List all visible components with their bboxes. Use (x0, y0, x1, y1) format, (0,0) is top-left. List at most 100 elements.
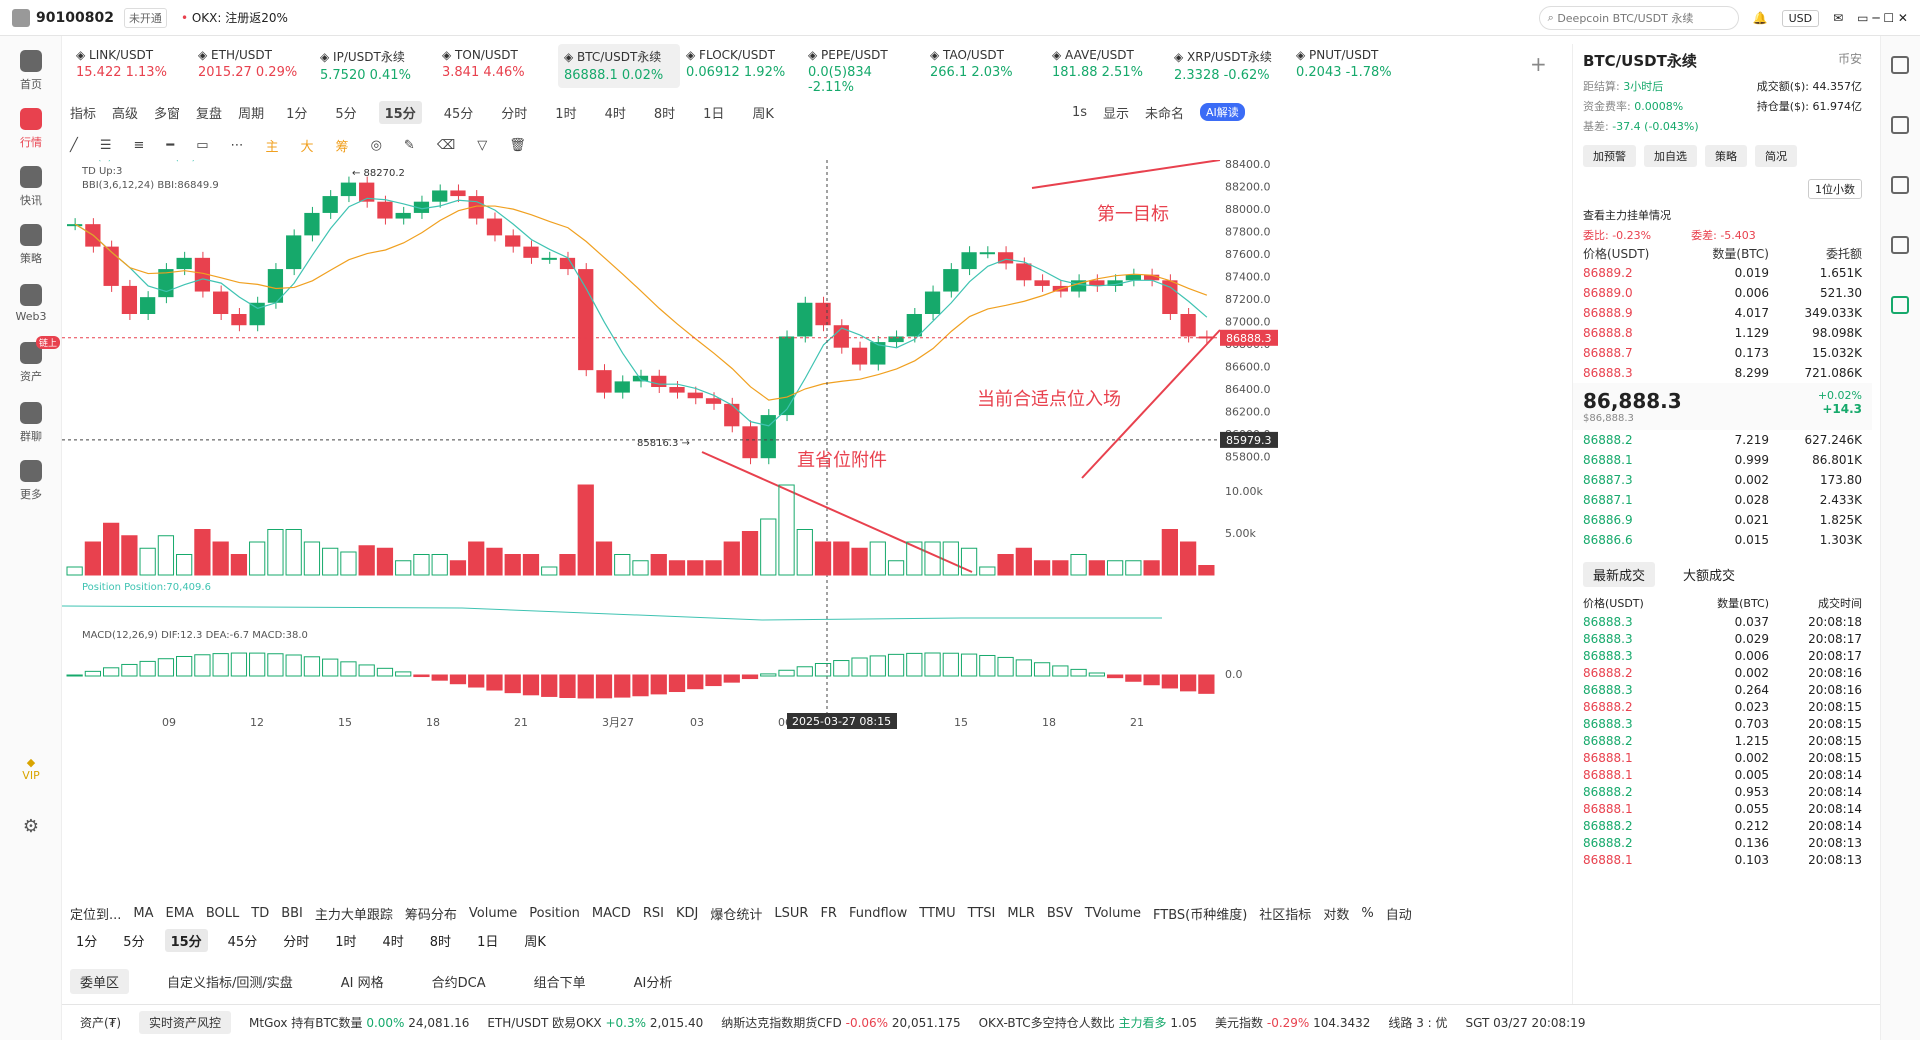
indicator-item[interactable]: 筹码分布 (404, 907, 457, 923)
timeframe-tab[interactable]: 5分 (123, 934, 145, 950)
add-tab-button[interactable]: + (1530, 52, 1547, 76)
pencil-icon[interactable]: ✎ (403, 137, 415, 153)
timeframe-tab[interactable]: 1分 (76, 934, 98, 950)
indicator-item[interactable]: 主力大单跟踪 (314, 907, 393, 923)
eraser-icon[interactable]: ⌫ (436, 137, 456, 153)
toolbar-right-item[interactable]: 未命名 (1145, 106, 1185, 122)
toolbar-right-item[interactable]: AI解读 (1200, 103, 1245, 121)
label-main[interactable]: 主 (265, 139, 279, 155)
timeframe-tab[interactable]: 8时 (429, 934, 452, 950)
orderbook-row[interactable]: 86886.9 0.021 1.825K (1583, 510, 1862, 530)
bell-icon[interactable]: 🔔 (1752, 11, 1768, 25)
calculator-icon[interactable] (1891, 176, 1909, 194)
ticker-status[interactable]: MtGox 持有BTC数量 0.00% 24,081.16 (249, 1016, 470, 1030)
orderbook-header-cell[interactable]: 委托额 (1825, 246, 1862, 261)
avatar[interactable] (12, 8, 30, 27)
currency-select[interactable]: USD (1781, 9, 1820, 27)
ticker-tab[interactable]: ◈ TAO/USDT 266.1 2.03% (924, 44, 1046, 88)
order-tab[interactable]: AI分析 (633, 975, 673, 991)
channel-tool-icon[interactable]: ≡ (133, 137, 145, 153)
ticker-status[interactable]: 纳斯达克指数期货CFD -0.06% 20,051.175 (721, 1016, 961, 1030)
orderbook-row[interactable]: 86888.1 0.999 86.801K (1583, 450, 1862, 470)
indicator-item[interactable]: TD (251, 905, 270, 921)
toolbar-right-item[interactable]: 1s (1071, 104, 1087, 120)
indicator-item[interactable]: Volume (468, 905, 518, 921)
window-controls[interactable]: ▭ ─ ☐ ✕ (1857, 11, 1908, 25)
nav-chat[interactable]: 群聊 (0, 402, 62, 444)
indicator-item[interactable]: 定位到... (70, 907, 122, 923)
indicator-item[interactable]: 社区指标 (1259, 907, 1312, 923)
orderbook-row[interactable]: 86887.3 0.002 173.80 (1583, 470, 1862, 490)
indicator-item[interactable]: TTSI (967, 905, 996, 921)
order-tab[interactable]: 组合下单 (533, 975, 586, 991)
ticker-status[interactable]: ETH/USDT 欧易OKX +0.3% 2,015.40 (487, 1016, 704, 1030)
orderbook-row[interactable]: 86888.8 1.129 98.098K (1583, 323, 1862, 343)
orderbook-button[interactable]: 加自选 (1644, 145, 1697, 167)
label-big[interactable]: 大 (300, 139, 314, 155)
doc-icon[interactable] (1891, 116, 1909, 134)
toolbar-item[interactable]: 多窗 (154, 106, 181, 122)
timeframe-tab[interactable]: 周K (524, 934, 546, 950)
orderbook-row[interactable]: 86887.1 0.028 2.433K (1583, 490, 1862, 510)
toolbar-right-item[interactable]: 显示 (1103, 106, 1130, 122)
indicator-item[interactable]: EMA (165, 905, 194, 921)
orderbook-header-cell[interactable]: 数量(BTC) (1712, 246, 1769, 261)
timeframe-tab[interactable]: 分时 (501, 106, 528, 122)
hline-tool-icon[interactable]: ☰ (99, 137, 112, 153)
ticker-tab[interactable]: ◈ TON/USDT 3.841 4.46% (436, 44, 558, 88)
indicator-item[interactable]: FR (820, 905, 837, 921)
nav-web3[interactable]: Web3 (0, 284, 62, 323)
ticker-tab[interactable]: ◈ XRP/USDT永续 2.3328 -0.62% (1168, 44, 1290, 88)
orderbook-row[interactable]: 86888.3 8.299 721.086K (1583, 363, 1862, 383)
orderbook-row[interactable]: 86888.2 7.219 627.246K (1583, 430, 1862, 450)
orderbook-header-cell[interactable]: 价格(USDT) (1583, 246, 1650, 261)
indicator-item[interactable]: KDJ (676, 905, 699, 921)
indicator-item[interactable]: % (1361, 905, 1374, 921)
orderbook-row[interactable]: 86889.2 0.019 1.651K (1583, 263, 1862, 283)
ticker-tab[interactable]: ◈ PEPE/USDT 0.0(5)834 -2.11% (802, 44, 924, 95)
indicator-item[interactable]: RSI (642, 905, 664, 921)
timeframe-tab[interactable]: 分时 (283, 934, 310, 950)
nav-market[interactable]: 行情 (0, 108, 62, 150)
asset-label[interactable]: 资产(₮) (80, 1016, 121, 1030)
timeframe-tab[interactable]: 4时 (382, 934, 404, 950)
order-tab[interactable]: 自定义指标/回测/实盘 (167, 975, 293, 991)
indicator-item[interactable]: Fundflow (848, 905, 908, 921)
mail-icon[interactable]: ✉ (1833, 11, 1844, 25)
indicator-item[interactable]: MA (133, 905, 154, 921)
vip-link[interactable]: ◆ VIP (22, 756, 40, 782)
toolbar-item[interactable]: 指标 (70, 106, 97, 122)
timeframe-tab[interactable]: 8时 (653, 106, 676, 122)
indicator-item[interactable]: FTBS(币种维度) (1153, 907, 1248, 923)
nav-home[interactable]: 首页 (0, 50, 62, 92)
order-tab[interactable]: 合约DCA (431, 975, 486, 991)
risk-button[interactable]: 实时资产风控 (139, 1011, 232, 1034)
shield-icon[interactable] (1891, 296, 1909, 314)
ticker-status[interactable]: OKX-BTC多空持仓人数比 主力看多 1.05 (978, 1016, 1198, 1030)
indicator-item[interactable]: MACD (591, 905, 631, 921)
ticker-tab[interactable]: ◈ PNUT/USDT 0.2043 -1.78% (1290, 44, 1412, 88)
timeframe-tab[interactable]: 1日 (477, 934, 499, 950)
indicator-item[interactable]: 自动 (1385, 907, 1412, 923)
settings-button[interactable]: ⚙ (0, 816, 62, 837)
orderbook-button[interactable]: 简况 (1755, 145, 1797, 167)
toolbar-item[interactable]: 周期 (238, 106, 265, 122)
timeframe-tab[interactable]: 15分 (164, 928, 208, 952)
toolbar-item[interactable]: 高级 (112, 106, 139, 122)
ray-tool-icon[interactable]: ━ (166, 137, 175, 153)
ticker-tab[interactable]: ◈ ETH/USDT 2015.27 0.29% (192, 44, 314, 88)
ticker-status[interactable]: 美元指数 -0.29% 104.3432 (1215, 1016, 1371, 1030)
stats-icon[interactable] (1891, 236, 1909, 254)
label-chip[interactable]: 筹 (335, 139, 349, 155)
timeframe-tab[interactable]: 15分 (378, 100, 422, 124)
timeframe-tab[interactable]: 5分 (335, 106, 357, 122)
indicator-item[interactable]: MLR (1007, 905, 1035, 921)
trades-tab[interactable]: 最新成交 (1583, 562, 1656, 587)
nav-more[interactable]: 更多 (0, 460, 62, 502)
orderbook-row[interactable]: 86889.0 0.006 521.30 (1583, 283, 1862, 303)
orderbook-button[interactable]: 加预警 (1583, 145, 1636, 167)
verify-badge[interactable]: 未开通 (123, 7, 167, 28)
layout-icon[interactable] (1891, 56, 1909, 74)
timeframe-tab[interactable]: 1分 (286, 106, 308, 122)
promo-link[interactable]: • OKX: 注册返20% (180, 11, 288, 25)
